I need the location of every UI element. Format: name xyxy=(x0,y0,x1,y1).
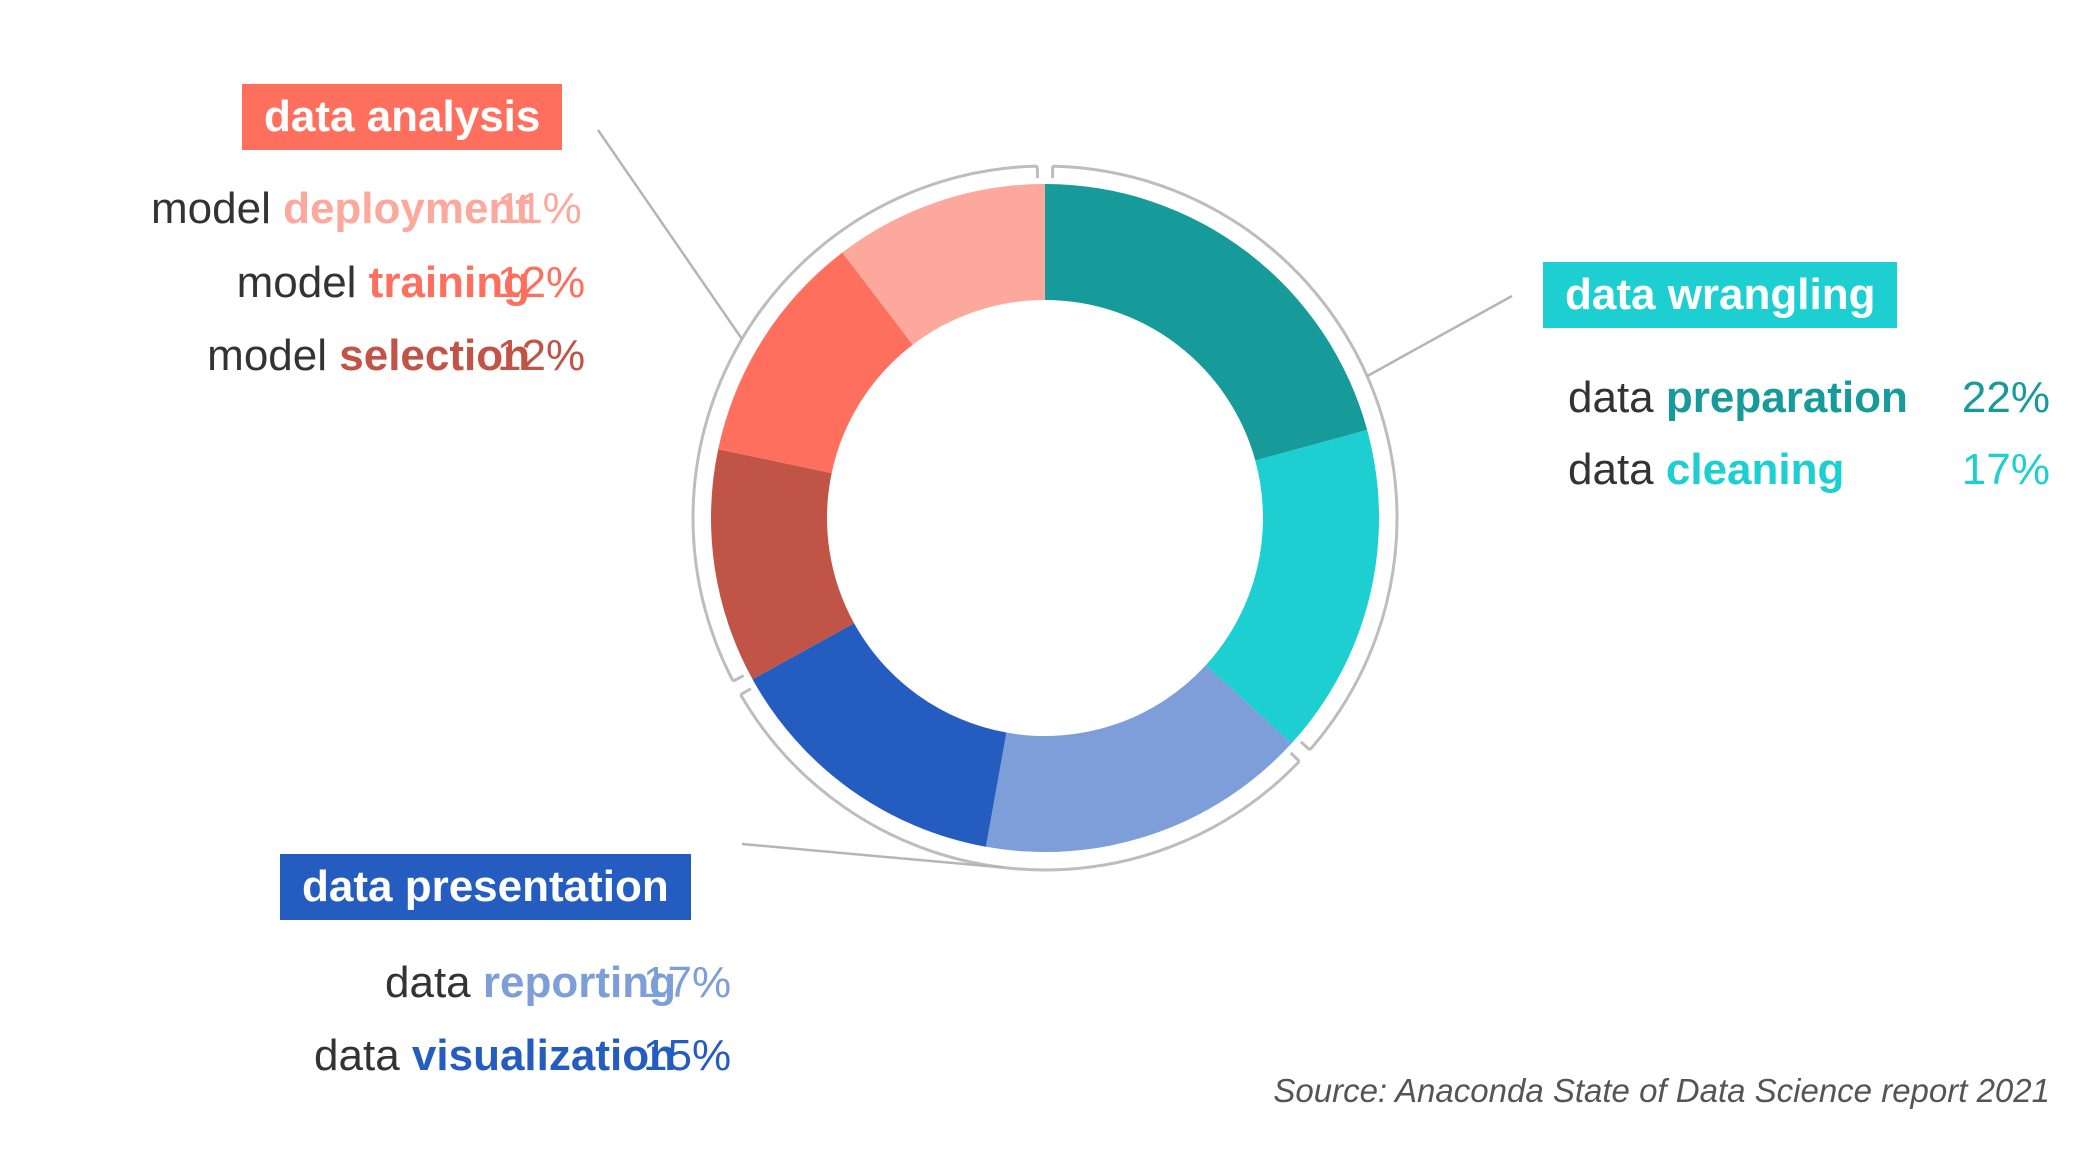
slice-deployment xyxy=(842,184,1045,345)
item-pct-model-selection: 12% xyxy=(497,331,586,380)
item-row-model-training: model training xyxy=(237,255,530,311)
item-pct-data-cleaning: 17% xyxy=(1961,445,2050,494)
leader-line-2 xyxy=(741,842,1004,869)
item-keyword: selection xyxy=(339,331,530,380)
leader-line-1 xyxy=(1366,294,1513,378)
item-keyword: visualization xyxy=(411,1031,676,1080)
item-row-model-selection: model selection xyxy=(207,328,530,384)
item-row-data-reporting: data reporting xyxy=(385,955,676,1011)
item-prefix: model xyxy=(207,331,328,380)
source-note: Source: Anaconda State of Data Science r… xyxy=(1273,1072,2050,1109)
slice-training xyxy=(718,252,913,474)
group-arc-tick-0-0 xyxy=(732,674,745,683)
group-arc-tick-2-1 xyxy=(739,687,752,696)
group-arc-tick-1-1 xyxy=(1299,740,1311,751)
item-pct-data-reporting: 17% xyxy=(643,958,732,1007)
item-prefix: model xyxy=(151,184,271,233)
group-tag-data-analysis: data analysis xyxy=(242,84,563,150)
item-row-data-visualization: data visualization xyxy=(314,1028,676,1084)
slice-preparation xyxy=(1045,184,1368,461)
group-arc-1 xyxy=(1052,164,1399,751)
item-pct-model-training: 12% xyxy=(497,258,586,307)
item-row-model-deployment: model deployment xyxy=(151,181,530,237)
item-prefix: data xyxy=(314,1031,400,1080)
item-keyword: cleaning xyxy=(1665,445,1845,494)
slice-visualization xyxy=(752,623,1007,847)
item-pct-model-deployment: 11% xyxy=(497,184,582,233)
item-prefix: data xyxy=(385,958,471,1007)
slice-reporting xyxy=(985,665,1292,852)
leader-lines xyxy=(596,129,1513,869)
item-prefix: data xyxy=(1568,373,1654,422)
slice-selection xyxy=(711,449,855,680)
group-arc-tick-2-0 xyxy=(1289,751,1301,763)
group-tag-data-presentation: data presentation xyxy=(280,854,691,920)
group-tag-data-wrangling: data wrangling xyxy=(1543,262,1898,328)
item-keyword: deployment xyxy=(283,184,530,233)
item-pct-data-preparation: 22% xyxy=(1961,373,2050,422)
item-keyword: reporting xyxy=(482,958,676,1007)
item-pct-data-visualization: 15% xyxy=(643,1031,732,1080)
leader-line-0 xyxy=(596,129,743,340)
slice-cleaning xyxy=(1205,429,1379,744)
item-prefix: model xyxy=(236,258,357,307)
group-arc-2 xyxy=(739,693,1301,872)
donut-slices xyxy=(711,184,1379,852)
item-keyword: preparation xyxy=(1665,373,1908,422)
item-prefix: data xyxy=(1568,445,1654,494)
item-row-data-cleaning: data cleaning xyxy=(1568,442,1844,498)
item-keyword: training xyxy=(368,258,530,307)
item-row-data-preparation: data preparation xyxy=(1568,370,1908,426)
